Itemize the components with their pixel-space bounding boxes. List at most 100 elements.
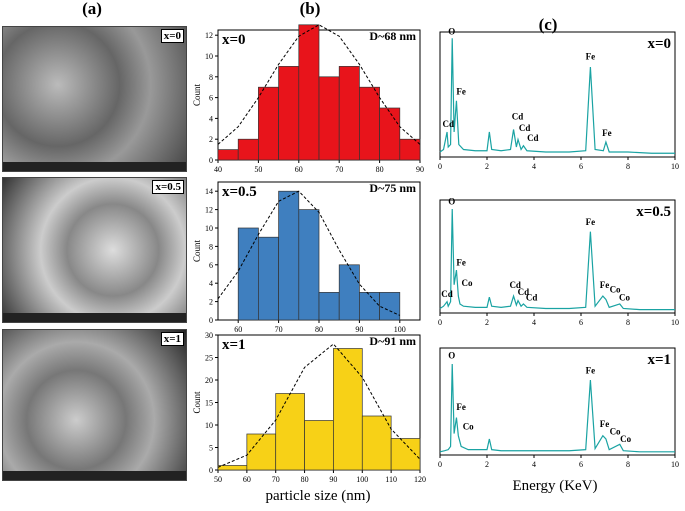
y-tick-label: 10 xyxy=(205,224,213,233)
x-tick-label: 90 xyxy=(416,165,424,174)
peak-label: Fe xyxy=(456,87,466,97)
y-tick-label: 2 xyxy=(209,135,213,144)
x-tick-label: 120 xyxy=(414,475,426,484)
peak-label: O xyxy=(448,27,455,37)
sem-image: x=0.5 xyxy=(2,177,187,323)
y-tick-label: 4 xyxy=(209,279,213,288)
peak-label: Co xyxy=(462,278,473,288)
peak-label: Co xyxy=(463,421,474,431)
bar xyxy=(217,465,248,471)
x-axis-label: Energy (KeV) xyxy=(512,478,597,494)
x-tick-label: 10 xyxy=(671,318,679,327)
fit-curve xyxy=(217,343,421,468)
peak-label: Fe xyxy=(456,402,466,412)
y-tick-label: 10 xyxy=(205,52,213,61)
y-tick-label: 25 xyxy=(205,354,213,363)
y-tick-label: 2 xyxy=(209,298,213,307)
peak-label: Fe xyxy=(586,217,596,227)
x-tick-label: 70 xyxy=(272,475,280,484)
x-tick-label: 80 xyxy=(301,475,309,484)
peak-label: Co xyxy=(610,285,621,295)
x-tick-label: 8 xyxy=(626,460,630,469)
fit-curve xyxy=(217,24,421,145)
bar xyxy=(318,76,340,161)
sample-label: x=1 xyxy=(647,352,671,368)
peak-label: Cd xyxy=(518,287,530,297)
info-bar xyxy=(3,162,186,171)
x-tick-label: 110 xyxy=(385,475,397,484)
x-tick-label: 10 xyxy=(671,162,679,171)
fit-curve xyxy=(217,190,401,316)
peak-label: Fe xyxy=(586,366,596,376)
x-tick-label: 6 xyxy=(579,318,583,327)
bar xyxy=(318,292,340,321)
x-tick-label: 2 xyxy=(485,318,489,327)
x-tick-label: 100 xyxy=(356,475,368,484)
bar xyxy=(258,86,279,161)
y-tick-label: 15 xyxy=(205,399,213,408)
sem-label: x=1 xyxy=(160,332,184,346)
spectrum xyxy=(439,364,675,453)
y-axis-label: Count xyxy=(192,240,202,263)
y-tick-label: 30 xyxy=(205,331,213,340)
x-tick-label: 8 xyxy=(626,318,630,327)
y-tick-label: 0 xyxy=(209,466,213,475)
bar xyxy=(379,107,401,161)
panel-label: (b) xyxy=(300,0,321,18)
y-axis-label: Count xyxy=(192,391,202,414)
bar xyxy=(258,236,279,321)
size-label: D~91 nm xyxy=(369,334,416,348)
peak-label: Cd xyxy=(527,133,539,143)
peak-label: Cd xyxy=(519,123,531,133)
x-tick-label: 70 xyxy=(335,165,343,174)
peak-label: Cd xyxy=(526,293,538,303)
x-tick-label: 4 xyxy=(532,460,536,469)
bar xyxy=(359,86,380,161)
y-tick-label: 8 xyxy=(209,242,213,251)
sample-label: x=0.5 xyxy=(636,204,671,220)
x-tick-label: 4 xyxy=(532,318,536,327)
bar xyxy=(333,348,363,471)
peak-label: Fe xyxy=(600,280,610,290)
bar xyxy=(379,292,401,321)
bar xyxy=(278,66,300,161)
bar xyxy=(275,393,305,471)
sample-label: x=0 xyxy=(647,36,671,52)
x-tick-label: 60 xyxy=(234,325,242,334)
x-tick-label: 0 xyxy=(438,460,442,469)
sem-image: x=1 xyxy=(2,329,187,481)
peak-label: O xyxy=(448,197,455,207)
peak-label: Cd xyxy=(509,280,521,290)
y-tick-label: 5 xyxy=(209,444,213,453)
y-tick-label: 14 xyxy=(205,187,213,196)
bar xyxy=(298,209,320,321)
peak-label: Cd xyxy=(442,119,454,129)
x-tick-label: 4 xyxy=(532,162,536,171)
x-tick-label: 10 xyxy=(671,460,679,469)
size-label: D~75 nm xyxy=(369,181,416,195)
x-tick-label: 2 xyxy=(485,162,489,171)
peak-label: Cd xyxy=(441,289,453,299)
x-tick-label: 40 xyxy=(214,165,222,174)
sem-label: x=0 xyxy=(160,29,184,43)
x-tick-label: 90 xyxy=(355,325,363,334)
peak-label: Fe xyxy=(456,258,466,268)
peak-label: Cd xyxy=(512,112,524,122)
sem-label: x=0.5 xyxy=(152,180,184,194)
bar xyxy=(298,24,320,161)
y-tick-label: 0 xyxy=(209,316,213,325)
bar xyxy=(217,149,239,161)
peak-label: Co xyxy=(610,427,621,437)
y-tick-label: 20 xyxy=(205,376,213,385)
panel-label: (a) xyxy=(82,0,102,18)
x-tick-label: 100 xyxy=(394,325,406,334)
x-tick-label: 90 xyxy=(329,475,337,484)
y-tick-label: 6 xyxy=(209,261,213,270)
y-tick-label: 4 xyxy=(209,114,213,123)
x-tick-label: 50 xyxy=(214,475,222,484)
peak-label: Co xyxy=(620,434,631,444)
x-tick-label: 60 xyxy=(243,475,251,484)
x-tick-label: 8 xyxy=(626,162,630,171)
